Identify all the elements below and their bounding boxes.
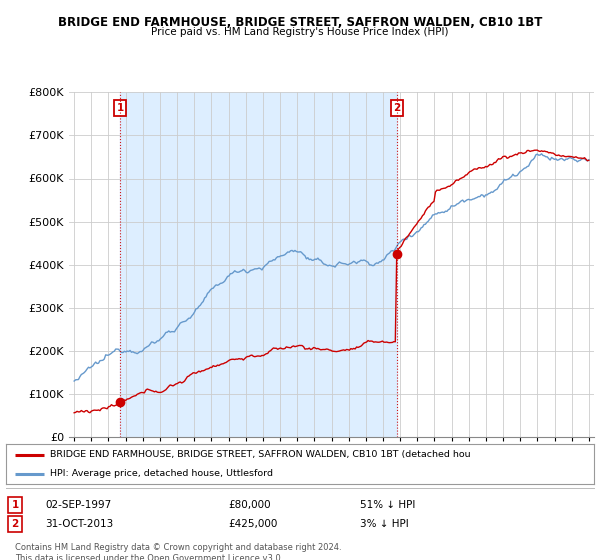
Text: BRIDGE END FARMHOUSE, BRIDGE STREET, SAFFRON WALDEN, CB10 1BT: BRIDGE END FARMHOUSE, BRIDGE STREET, SAF… xyxy=(58,16,542,29)
Text: 2: 2 xyxy=(11,519,19,529)
Text: 02-SEP-1997: 02-SEP-1997 xyxy=(45,500,111,510)
Text: 31-OCT-2013: 31-OCT-2013 xyxy=(45,519,113,529)
Text: Price paid vs. HM Land Registry's House Price Index (HPI): Price paid vs. HM Land Registry's House … xyxy=(151,27,449,38)
Text: BRIDGE END FARMHOUSE, BRIDGE STREET, SAFFRON WALDEN, CB10 1BT (detached hou: BRIDGE END FARMHOUSE, BRIDGE STREET, SAF… xyxy=(50,450,471,459)
Text: 1: 1 xyxy=(116,103,124,113)
Text: Contains HM Land Registry data © Crown copyright and database right 2024.
This d: Contains HM Land Registry data © Crown c… xyxy=(15,543,341,560)
Text: £425,000: £425,000 xyxy=(228,519,277,529)
Bar xyxy=(120,92,397,437)
Text: HPI: Average price, detached house, Uttlesford: HPI: Average price, detached house, Uttl… xyxy=(50,469,273,478)
Text: 2: 2 xyxy=(394,103,401,113)
Text: 51% ↓ HPI: 51% ↓ HPI xyxy=(360,500,415,510)
Text: 1: 1 xyxy=(11,500,19,510)
Text: £80,000: £80,000 xyxy=(228,500,271,510)
Text: 3% ↓ HPI: 3% ↓ HPI xyxy=(360,519,409,529)
